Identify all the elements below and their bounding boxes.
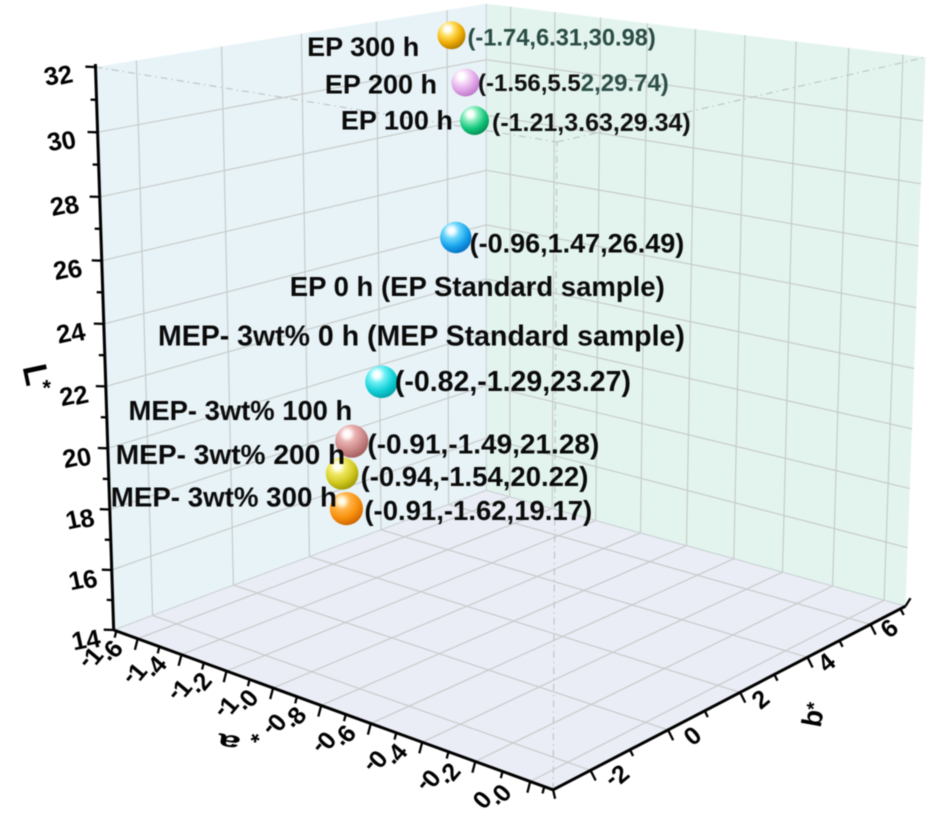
svg-text:26: 26: [51, 254, 85, 286]
svg-text:EP 200 h: EP 200 h: [325, 70, 437, 100]
svg-text:EP 0 h (EP Standard sample): EP 0 h (EP Standard sample): [290, 271, 665, 302]
svg-text:-0.2: -0.2: [406, 753, 469, 801]
svg-text:-0.6: -0.6: [302, 715, 365, 763]
svg-text:22: 22: [57, 380, 91, 412]
svg-text:*: *: [251, 721, 260, 747]
svg-text:MEP- 3wt% 0 h (MEP Standard sa: MEP- 3wt% 0 h (MEP Standard sample): [158, 321, 685, 353]
svg-text:-0.4: -0.4: [353, 734, 416, 782]
svg-text:(-0.91,-1.62,19.17): (-0.91,-1.62,19.17): [364, 495, 592, 526]
svg-text:24: 24: [54, 317, 89, 349]
svg-text:*: *: [42, 376, 51, 401]
svg-text:(-1.56,5.52,29.74): (-1.56,5.52,29.74): [478, 70, 669, 97]
svg-text:MEP- 3wt% 100 h: MEP- 3wt% 100 h: [129, 395, 353, 426]
svg-text:(-1.21,3.63,29.34): (-1.21,3.63,29.34): [492, 109, 691, 137]
svg-text:28: 28: [48, 190, 82, 222]
svg-text:EP 100 h: EP 100 h: [341, 106, 453, 136]
svg-text:EP 300 h: EP 300 h: [307, 32, 419, 62]
svg-text:32: 32: [41, 60, 75, 92]
svg-text:a: a: [215, 728, 243, 757]
svg-text:(-0.91,-1.49,21.28): (-0.91,-1.49,21.28): [367, 429, 599, 460]
svg-text:20: 20: [60, 442, 94, 474]
svg-text:30: 30: [45, 125, 79, 157]
svg-text:16: 16: [66, 564, 100, 596]
svg-text:18: 18: [63, 504, 97, 536]
svg-text:(-0.82,-1.29,23.27): (-0.82,-1.29,23.27): [395, 366, 631, 398]
svg-text:0.0: 0.0: [465, 774, 520, 815]
svg-text:MEP- 3wt% 200 h: MEP- 3wt% 200 h: [116, 439, 346, 470]
svg-text:(-1.74,6.31,30.98): (-1.74,6.31,30.98): [468, 26, 656, 52]
svg-text:(-0.94,-1.54,20.22): (-0.94,-1.54,20.22): [361, 461, 589, 492]
svg-text:(-0.96,1.47,26.49): (-0.96,1.47,26.49): [470, 229, 685, 259]
svg-text:MEP- 3wt% 300 h: MEP- 3wt% 300 h: [111, 482, 337, 513]
